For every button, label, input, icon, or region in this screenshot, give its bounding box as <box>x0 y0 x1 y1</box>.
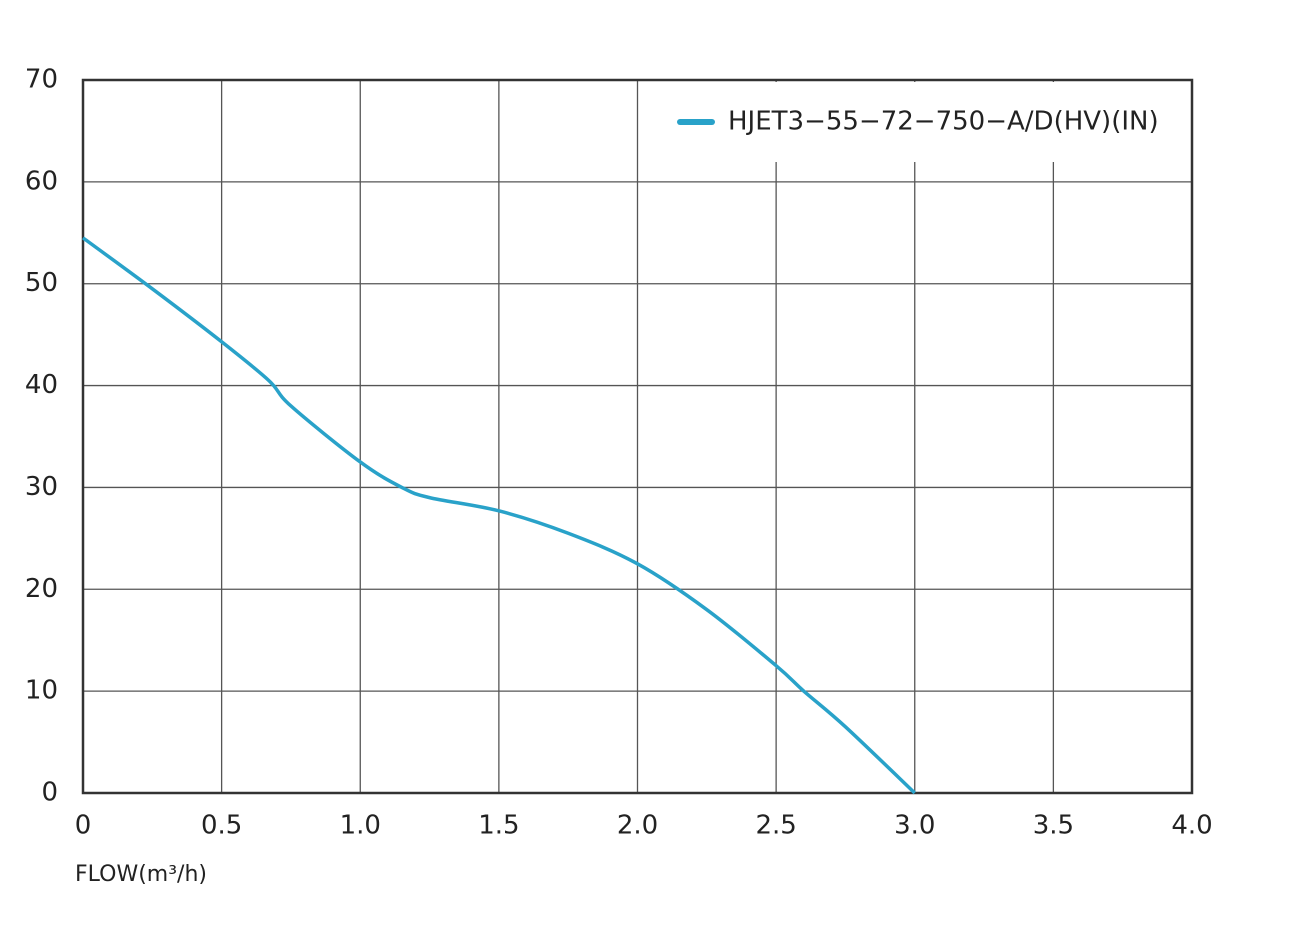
x-tick-label: 4.0 <box>1171 811 1212 841</box>
y-tick-label: 70 <box>25 65 58 95</box>
y-tick-label: 50 <box>25 268 58 298</box>
x-axis-label: FLOW(m³/h) <box>75 862 207 887</box>
y-tick-label: 60 <box>25 166 58 196</box>
data-line <box>81 236 916 795</box>
x-tick-label: 0.5 <box>201 811 242 841</box>
x-tick-label: 1.0 <box>340 811 381 841</box>
legend-label: HJET3−55−72−750−A/D(HV)(IN) <box>728 107 1159 137</box>
x-tick-label: 0 <box>75 811 92 841</box>
x-tick-label: 1.5 <box>478 811 519 841</box>
x-tick-label: 2.5 <box>755 811 796 841</box>
y-tick-label: 30 <box>25 472 58 502</box>
plot-frame <box>81 78 1194 795</box>
x-tick-label: 2.0 <box>617 811 658 841</box>
y-tick-label: 10 <box>25 676 58 706</box>
x-tick-label: 3.0 <box>894 811 935 841</box>
x-tick-label: 3.5 <box>1033 811 1074 841</box>
y-tick-label: 0 <box>41 778 58 808</box>
legend-box <box>662 82 1190 162</box>
y-tick-label: 40 <box>25 370 58 400</box>
y-tick-label: 20 <box>25 574 58 604</box>
